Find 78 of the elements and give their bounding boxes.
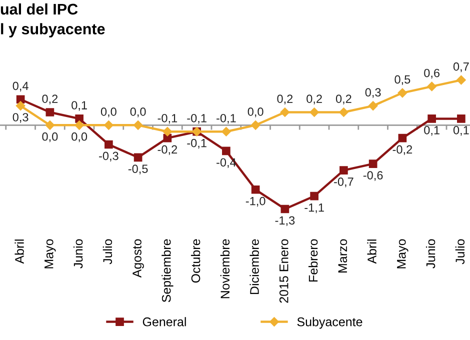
data-label: 0,2 [336, 94, 352, 104]
data-label: -0,7 [334, 178, 354, 188]
point [368, 101, 378, 110]
point [427, 82, 436, 92]
x-tick-label: Junio [73, 239, 83, 268]
data-label: -0,1 [187, 138, 206, 149]
x-tick-label: Abril [14, 240, 24, 264]
point [339, 108, 348, 117]
x-tick-label: Septiembre [162, 239, 174, 302]
point [134, 153, 142, 162]
x-tick-label: Agosto [132, 239, 144, 278]
data-label: -0,1 [216, 114, 236, 124]
point [310, 192, 318, 200]
data-label: -0,1 [187, 114, 206, 124]
point [456, 75, 466, 85]
point [104, 140, 113, 149]
data-label: 0,0 [72, 132, 88, 142]
point [428, 114, 436, 123]
data-label: 0,0 [130, 108, 146, 118]
x-tick-label: 2015 Enero [279, 239, 288, 303]
x-tick-label: Junio [426, 239, 436, 268]
data-label: 0,7 [453, 62, 469, 72]
point [340, 166, 348, 174]
data-label: 0,2 [42, 94, 58, 104]
x-tick-label: Julio [102, 239, 112, 264]
data-label: -0,2 [158, 145, 178, 156]
point [457, 114, 466, 123]
data-label: 0,4 [12, 82, 28, 92]
data-label: 0,1 [424, 126, 440, 136]
data-label: -1,0 [246, 196, 266, 207]
data-label: 0,2 [306, 94, 322, 104]
x-tick-label: Mayo [397, 239, 408, 268]
point [222, 146, 230, 156]
point [46, 108, 54, 116]
data-label: 0,1 [453, 126, 469, 136]
data-label: 0,0 [100, 108, 116, 118]
x-tick-label: Marzo [338, 239, 348, 272]
data-label: -1,1 [304, 203, 324, 214]
point [104, 120, 114, 130]
point [133, 120, 143, 130]
x-tick-label: Abril [367, 240, 376, 264]
legend-label: Subyacente [297, 317, 362, 329]
x-tick-label: Octubre [190, 239, 200, 283]
point [222, 126, 231, 136]
data-label: 0,3 [365, 88, 381, 98]
point [162, 126, 172, 136]
data-label: -0,1 [158, 114, 178, 124]
point [45, 120, 55, 130]
data-label: 0,5 [394, 75, 410, 86]
data-label: -0,2 [392, 145, 412, 156]
x-tick-label: Julio [455, 239, 465, 264]
legend-label: General [142, 317, 186, 326]
point [251, 185, 260, 194]
point [75, 114, 84, 123]
data-label: 0,0 [42, 132, 58, 142]
data-label: 0,1 [72, 101, 87, 111]
data-label: 0,6 [424, 68, 440, 79]
data-label: -0,3 [99, 152, 118, 162]
x-tick-label: Diciembre [250, 239, 259, 294]
point [398, 88, 408, 98]
point [310, 108, 319, 117]
data-label: 0,2 [277, 94, 293, 104]
chart-title: ual del IPC l y subyacente [0, 3, 105, 38]
point [16, 101, 26, 110]
data-label: 0,0 [248, 108, 264, 118]
x-tick-label: Febrero [308, 239, 318, 282]
x-tick-label: Mayo [44, 239, 56, 268]
data-label: 0,3 [12, 113, 28, 123]
point [398, 134, 407, 142]
x-tick-label: Noviembre [220, 239, 230, 298]
point [280, 204, 290, 214]
point [250, 120, 260, 130]
data-label: -0,5 [128, 164, 148, 174]
point [74, 120, 84, 130]
data-label: -0,6 [363, 171, 383, 181]
data-label: -1,3 [275, 216, 295, 226]
point [368, 160, 378, 168]
point [280, 108, 290, 117]
